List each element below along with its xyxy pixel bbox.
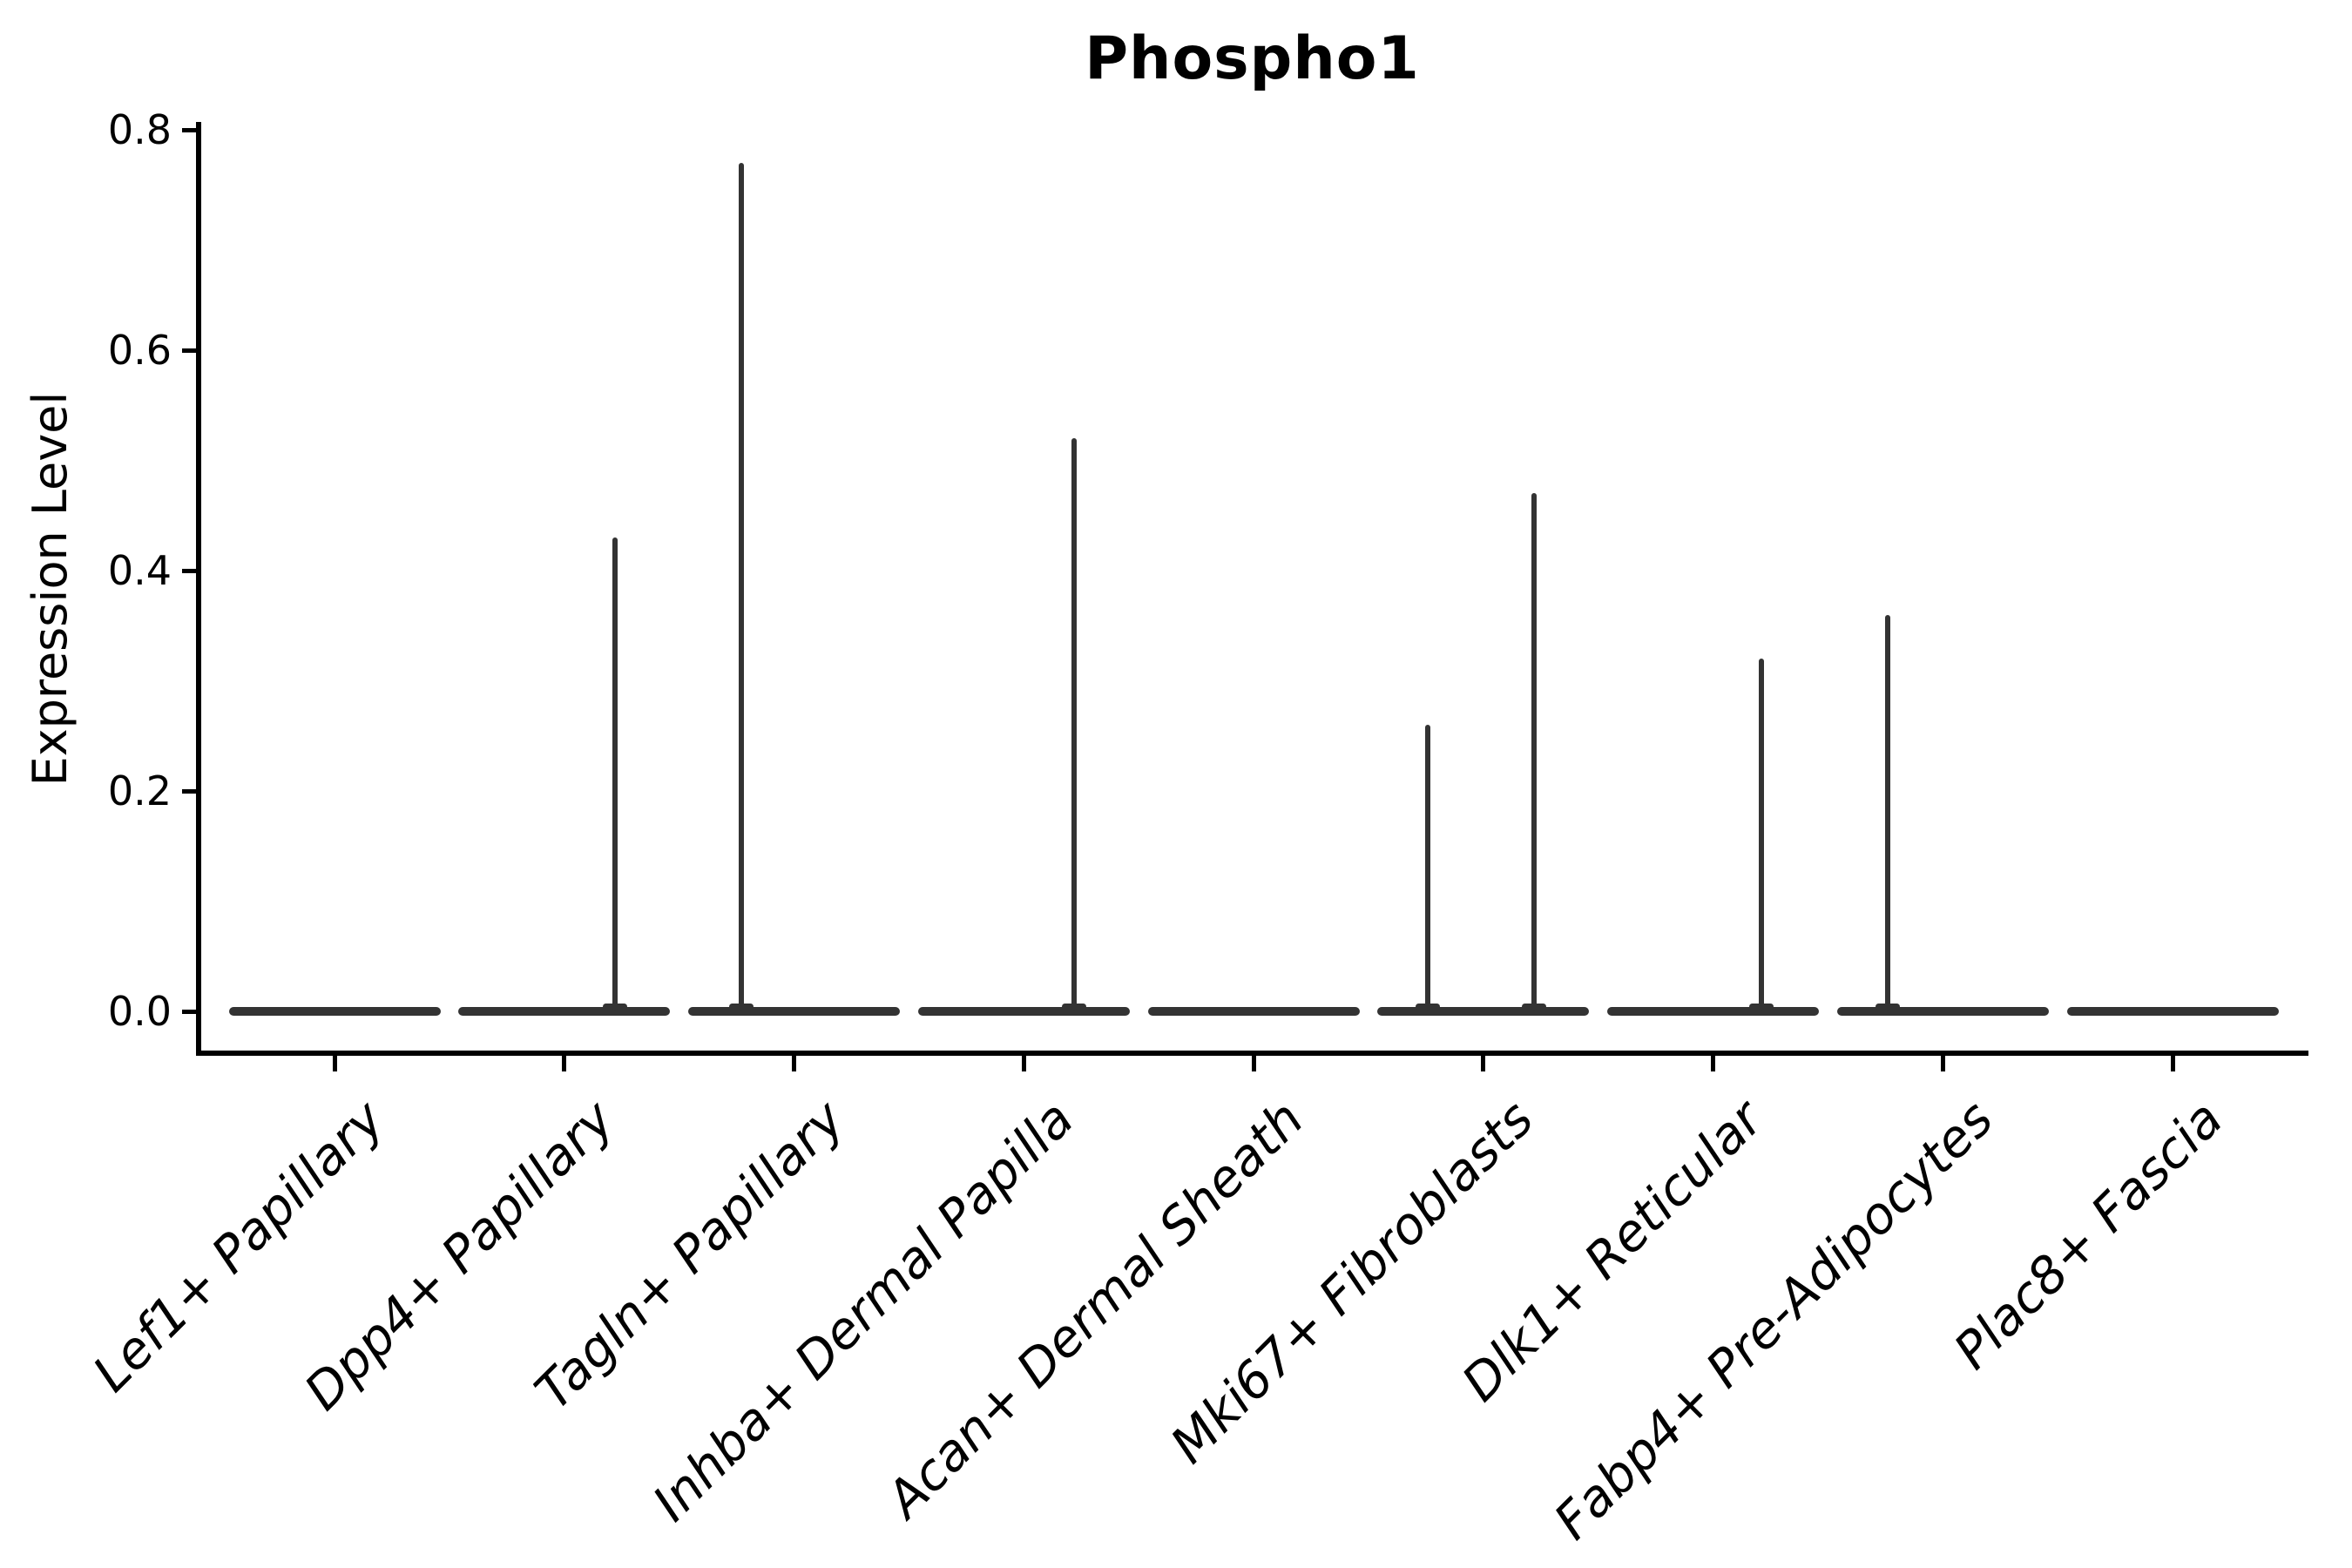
violin-body — [688, 1007, 900, 1016]
violin-spike — [1425, 725, 1431, 1011]
x-tick-mark — [792, 1056, 796, 1071]
violin-spike — [612, 537, 618, 1011]
violin-body — [458, 1007, 671, 1016]
y-tick-mark — [182, 127, 196, 132]
violin-body — [1147, 1007, 1360, 1016]
y-tick-mark — [182, 788, 196, 794]
x-category-label: Inhba+ Dermal Papilla — [641, 1089, 1085, 1533]
x-tick-mark — [1021, 1056, 1026, 1071]
violin-spike — [1758, 659, 1764, 1011]
x-tick-mark — [332, 1056, 337, 1071]
x-axis-spine — [196, 1051, 2308, 1056]
x-tick-mark — [1251, 1056, 1256, 1071]
y-tick-mark — [182, 1009, 196, 1014]
y-tick-label: 0.0 — [107, 988, 172, 1035]
y-tick-label: 0.8 — [107, 106, 172, 153]
chart-title: Phospho1 — [1085, 24, 1420, 93]
violin-spike — [1531, 493, 1537, 1011]
violin-body — [917, 1007, 1130, 1016]
x-tick-mark — [1481, 1056, 1486, 1071]
violin-spike — [1071, 438, 1078, 1011]
y-tick-mark — [182, 348, 196, 353]
y-tick-mark — [182, 568, 196, 573]
x-tick-mark — [2170, 1056, 2175, 1071]
violin-body — [2066, 1007, 2279, 1016]
x-tick-mark — [562, 1056, 567, 1071]
violin-body — [228, 1007, 441, 1016]
x-tick-mark — [1940, 1056, 1945, 1071]
y-tick-label: 0.6 — [107, 327, 172, 374]
violin-body — [1836, 1007, 2049, 1016]
x-tick-mark — [1711, 1056, 1715, 1071]
violin-body — [1607, 1007, 1819, 1016]
violin-spike — [1884, 614, 1890, 1011]
x-category-label: Fabp4+ Pre-Adipocytes — [1542, 1089, 2004, 1551]
y-tick-label: 0.4 — [107, 547, 172, 594]
y-tick-label: 0.2 — [107, 767, 172, 814]
x-category-label: Acan+ Dermal Sheath — [875, 1089, 1315, 1530]
violin-body — [1377, 1007, 1590, 1016]
violin-spike — [738, 162, 744, 1011]
y-axis-spine — [196, 122, 201, 1056]
